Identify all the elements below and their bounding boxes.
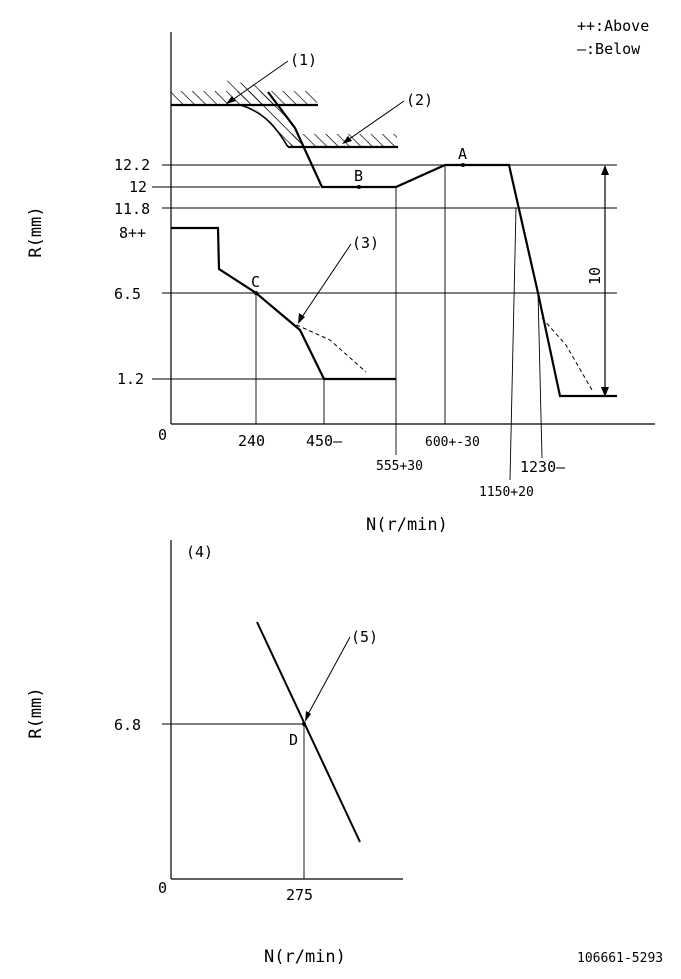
x-axis-label: N(r/min) [366, 515, 448, 535]
point-C: C [251, 273, 260, 291]
x-axis-label-bottom: N(r/min) [264, 947, 346, 967]
y-tick-6.5: 6.5 [114, 285, 141, 303]
vref-1150 [509, 207, 517, 481]
stopper-curve [239, 104, 289, 148]
callout-5: (5) [351, 628, 378, 646]
y-axis-label-bottom: R(mm) [26, 687, 46, 738]
bottom-chart: (4) R(mm) 0 6.8 275 D (5) N(r/min) [26, 540, 403, 967]
callout-2: (2) [406, 91, 433, 109]
dashed-curve-governor [541, 317, 593, 391]
leader-5 [305, 636, 351, 719]
y-tick-8: 8++ [119, 224, 146, 242]
x-tick-600: 600+-30 [425, 435, 480, 450]
bottom-chart-title: (4) [186, 543, 213, 561]
y-tick-11.8: 11.8 [114, 200, 150, 218]
characteristic-line-D [256, 621, 361, 843]
origin-label: 0 [158, 426, 167, 444]
leader-2 [344, 100, 405, 143]
point-D: D [289, 731, 298, 749]
x-tick-240: 240 [238, 432, 265, 450]
callout-1: (1) [290, 51, 317, 69]
y-tick-1.2: 1.2 [117, 370, 144, 388]
drawing-number: 106661-5293 [577, 951, 663, 966]
origin-label-bottom: 0 [158, 879, 167, 897]
dimension-label: 10 [586, 267, 604, 285]
point-B: B [354, 167, 363, 185]
y-axis-label: R(mm) [26, 206, 46, 257]
leader-1 [227, 60, 289, 104]
y-tick-6.8: 6.8 [114, 716, 141, 734]
vref-1230 [537, 292, 543, 459]
y-tick-12: 12 [129, 178, 147, 196]
legend-below: —:Below [577, 40, 641, 58]
x-tick-1150: 1150+20 [479, 485, 534, 500]
hatched-zone-1 [222, 80, 302, 147]
x-tick-1230: 1230— [520, 458, 566, 476]
x-tick-275: 275 [286, 886, 313, 904]
point-A: A [458, 145, 467, 163]
hatched-zone-2 [290, 134, 397, 147]
full-load-curve [267, 91, 617, 398]
top-chart: R(mm) 0 12.2 12 11.8 8++ 6.5 1.2 240 450… [26, 32, 655, 535]
leader-3 [299, 243, 352, 321]
x-tick-450: 450— [306, 432, 343, 450]
y-tick-12.2: 12.2 [114, 156, 150, 174]
legend-above: ++:Above [577, 17, 649, 35]
callout-3: (3) [352, 234, 379, 252]
hatched-zone-top [171, 91, 317, 105]
dashed-curve-3 [289, 321, 367, 373]
x-tick-555: 555+30 [376, 459, 423, 474]
